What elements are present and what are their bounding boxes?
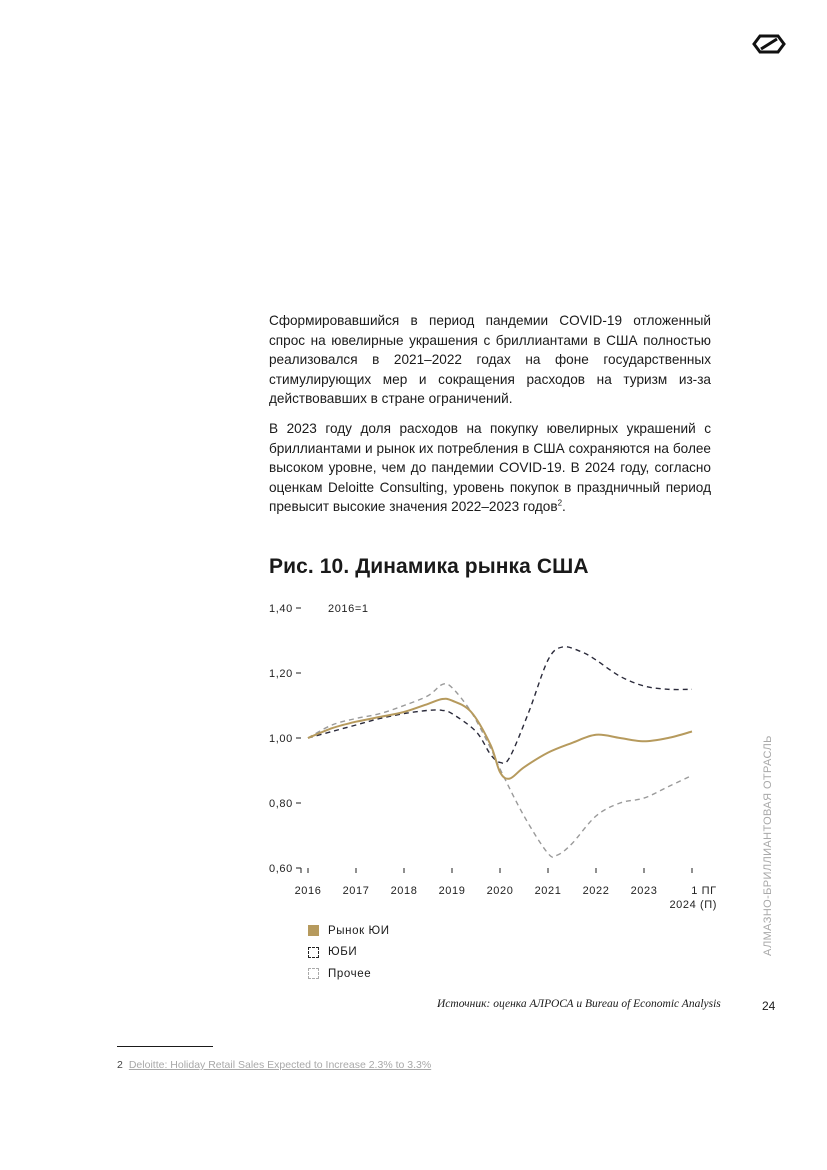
series-line-jewelry-market [307,697,693,780]
x-tick-label: 2022 [583,885,610,897]
x-tick-label: 1 ПГ [691,885,716,897]
chart-annotation: 2016=1 [328,603,369,615]
figure-source: Источник: оценка АЛРОСА и Bureau of Econ… [437,998,721,1010]
legend-label-jewelry-market: Рынок ЮИ [328,924,390,937]
series-line-other [307,682,693,858]
x-tick-label: 2017 [343,885,370,897]
x-tick-label: 2023 [631,885,658,897]
y-tick-label: 0,60 [269,863,293,875]
y-tick-label: 1,20 [269,668,293,680]
x-tick-label: 2021 [535,885,562,897]
x-tick-label: 2024 (П) [669,899,717,911]
us-market-dynamics-chart: 0,60 0,80 1,00 1,20 1,40 2016 2017 2018 2019 2020… [269,603,717,911]
x-tick-label: 2020 [487,885,514,897]
legend-item-other: Прочее [308,963,390,985]
page-number: 24 [762,999,776,1013]
footnote-ref[interactable]: 2 [557,498,563,508]
body-text: Сформировавшийся в период пандемии COVID… [269,311,711,527]
series-line-diamond-jewelry [307,646,693,764]
legend-swatch-other [308,968,319,980]
y-tick-label: 1,40 [269,603,293,615]
chart-legend: Рынок ЮИ ЮБИ Прочее [308,920,390,985]
legend-item-jewelry-market: Рынок ЮИ [308,920,390,942]
paragraph-2-end: . [562,499,566,515]
x-tick-label: 2018 [391,885,418,897]
legend-item-diamond-jewelry: ЮБИ [308,942,390,964]
x-tick-label: 2016 [295,885,322,897]
footnote: 2 Deloitte: Holiday Retail Sales Expected… [117,1059,431,1071]
alrosa-logo-icon [752,34,786,54]
y-tick-label: 0,80 [269,798,293,810]
legend-swatch-diamond-jewelry [308,946,319,958]
footnote-number: 2 [117,1059,123,1071]
footnote-link[interactable]: Deloitte: Holiday Retail Sales Expected … [128,1059,432,1071]
legend-swatch-jewelry-market [308,925,319,937]
paragraph-2: В 2023 году доля расходов на покупку юве… [269,419,711,517]
legend-label-diamond-jewelry: ЮБИ [328,946,358,959]
footnote-divider [117,1046,213,1047]
paragraph-2-text: В 2023 году доля расходов на покупку юве… [269,420,711,515]
legend-label-other: Прочее [328,967,372,980]
figure-title: Рис. 10. Динамика рынка США [269,555,589,578]
y-tick-label: 1,00 [269,733,293,745]
side-section-label: АЛМАЗНО-БРИЛЛИАНТОВАЯ ОТРАСЛЬ [762,735,774,956]
paragraph-1: Сформировавшийся в период пандемии COVID… [269,313,711,407]
x-tick-label: 2019 [439,885,466,897]
